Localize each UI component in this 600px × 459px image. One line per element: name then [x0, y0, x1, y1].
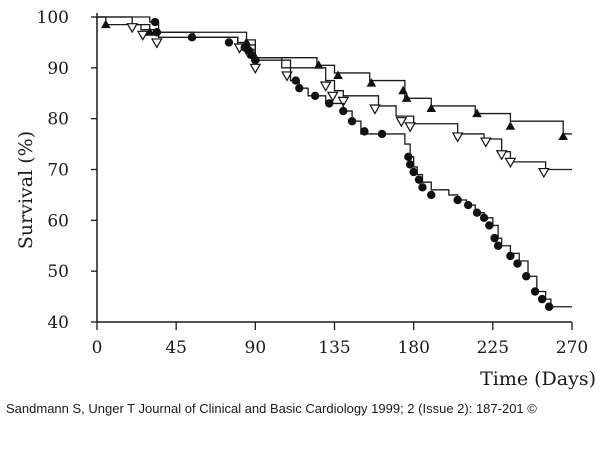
x-tick-label: 0	[92, 338, 103, 358]
data-point-circle	[485, 221, 494, 230]
data-point-circle	[479, 213, 489, 222]
data-point-open-triangle	[281, 71, 293, 82]
data-point-open-triangle	[249, 63, 262, 75]
y-tick-label: 80	[47, 110, 69, 130]
data-point-open-triangle	[369, 104, 381, 115]
data-point-circle	[187, 33, 197, 42]
data-point-open-triangle	[504, 157, 517, 169]
data-point-triangle	[366, 78, 377, 87]
x-tick-label: 90	[245, 338, 267, 358]
x-tick-label: 45	[165, 338, 187, 358]
y-tick-label: 90	[47, 59, 69, 79]
data-point-open-triangle	[495, 150, 508, 161]
data-point-open-triangle	[404, 122, 416, 133]
data-point-circle	[251, 56, 260, 65]
data-point-circle	[325, 99, 334, 108]
y-tick-label: 100	[37, 8, 69, 28]
data-point-triangle	[144, 27, 155, 36]
data-point-open-triangle	[150, 38, 163, 49]
x-axis-title: Time (Days)	[480, 368, 596, 390]
series-3	[97, 16, 572, 311]
data-point-circle	[405, 160, 415, 169]
data-point-circle	[291, 76, 300, 85]
data-point-circle	[537, 294, 547, 304]
series-step-line	[97, 16, 572, 308]
data-point-circle	[544, 302, 554, 311]
y-tick-label: 60	[47, 211, 69, 231]
data-point-open-triangle	[538, 167, 550, 179]
data-point-circle	[404, 152, 413, 161]
data-point-circle	[224, 38, 234, 47]
data-point-circle	[513, 259, 522, 268]
data-point-open-triangle	[126, 23, 139, 34]
data-point-circle	[472, 208, 482, 217]
x-tick-label: 135	[318, 338, 350, 358]
data-point-open-triangle	[136, 30, 149, 42]
data-point-circle	[152, 28, 162, 37]
data-point-triangle	[313, 60, 324, 69]
data-point-circle	[409, 167, 418, 177]
y-tick-label: 50	[47, 262, 69, 282]
data-point-open-triangle	[337, 96, 350, 108]
data-point-triangle	[100, 19, 111, 29]
survival-chart: 0 45 90 135 180 225 270 40 50 60 70 80 90 100 Surviva…	[15, 8, 596, 390]
data-point-circle	[464, 200, 473, 210]
y-tick-label: 70	[47, 161, 69, 181]
data-point-triangle	[398, 85, 408, 95]
data-point-triangle	[558, 131, 569, 140]
y-axis-title: Survival (%)	[15, 131, 37, 249]
data-point-circle	[150, 17, 160, 27]
series-1	[97, 16, 572, 140]
data-point-circle	[377, 129, 387, 139]
data-point-open-triangle	[451, 132, 464, 143]
data-point-circle	[310, 91, 320, 100]
data-point-open-triangle	[395, 117, 408, 128]
data-point-circle	[490, 233, 499, 243]
data-point-circle	[522, 272, 531, 281]
data-point-circle	[347, 117, 357, 126]
data-point-circle	[360, 127, 369, 136]
data-point-open-triangle	[479, 137, 492, 148]
data-point-circle	[414, 175, 424, 184]
data-point-circle	[427, 190, 436, 200]
x-tick-label: 270	[556, 338, 588, 358]
data-point-circle	[506, 251, 515, 261]
series-2	[97, 16, 572, 179]
data-point-circle	[339, 106, 348, 116]
data-point-triangle	[505, 121, 516, 130]
data-point-triangle	[472, 108, 482, 118]
y-tick-label: 40	[47, 313, 69, 333]
data-point-circle	[418, 183, 427, 192]
series-layer	[97, 16, 572, 311]
data-point-triangle	[401, 93, 412, 102]
citation-caption: Sandmann S, Unger T Journal of Clinical …	[6, 401, 537, 416]
data-point-circle	[530, 287, 540, 296]
data-point-circle	[493, 241, 503, 250]
series-step-line	[97, 16, 572, 135]
data-point-open-triangle	[319, 81, 332, 92]
chart-axes: 0 45 90 135 180 225 270 40 50 60 70 80 90 100	[37, 8, 589, 358]
data-point-open-triangle	[326, 91, 339, 103]
data-point-circle	[295, 83, 304, 93]
data-point-triangle	[426, 103, 437, 112]
data-point-circle	[453, 195, 462, 205]
x-tick-label: 225	[477, 338, 509, 358]
x-tick-label: 180	[397, 338, 429, 358]
data-point-triangle	[333, 70, 343, 79]
